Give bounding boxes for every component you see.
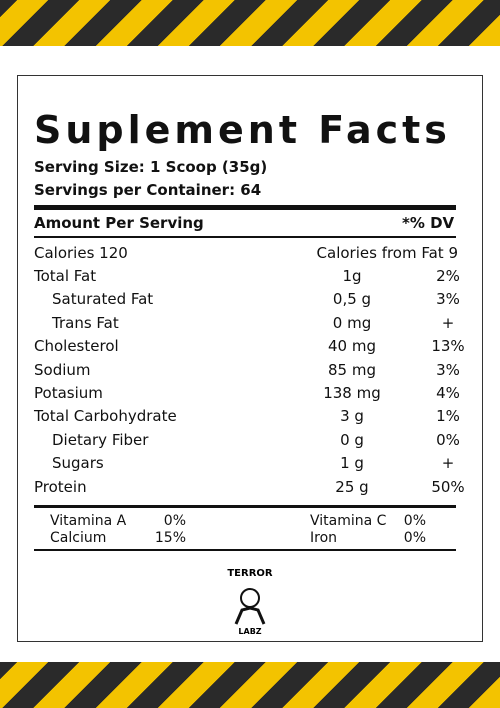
nutrient-name: Sodium [34,360,91,379]
nutrient-dv: + [441,454,455,473]
nutrient-dv: 0% [436,430,460,449]
logo-body [234,606,266,625]
amount-header: Amount Per Serving [34,214,204,232]
nutrient-dv: 13% [431,337,465,356]
vitamin-name: Vitamina A [50,513,127,529]
vitamin-value: 0% [403,513,426,529]
serving-size: Serving Size: 1 Scoop (35g) [34,158,268,176]
nutrient-dv: 50% [431,477,465,496]
nutrient-name: Trans Fat [52,313,119,332]
logo-bottom: LABZ [238,627,261,636]
vitamin-value: 0% [163,513,186,529]
nutrient-dv: 3% [436,290,460,309]
nutrient-name: Potasium [34,384,103,402]
logo-top: TERROR [227,568,273,579]
vitamin-name: Calcium [50,530,107,546]
vitamin-value: 15% [154,530,186,546]
vitamin-name: Iron [310,530,338,546]
nutrient-dv: 3% [436,360,460,379]
vitamin-value: 0% [403,530,426,546]
nutrient-amount: 3 g [340,407,364,426]
nutrient-name: Cholesterol [34,337,119,356]
rule [34,549,456,551]
nutrient-name: Dietary Fiber [52,430,149,449]
nutrient-amount: 40 mg [328,337,376,356]
nutrient-amount: 0 g [340,430,364,449]
title: Suplement Facts [34,108,451,152]
nutrient-dv: 1% [436,407,460,426]
logo: TERROR LABZ [227,568,273,636]
nutrient-amount: 1 g [340,454,364,473]
nutrient-amount: 138 mg [323,384,381,402]
nutrient-name: Total Fat [34,267,97,285]
nutrient-amount: 0,5 g [332,290,372,309]
servings-per-container: Servings per Container: 64 [34,181,262,199]
hazard-stripe [0,662,500,708]
thick-rule [34,205,456,210]
nutrient-name: Saturated Fat [52,290,154,309]
dv-header: *% DV [402,214,455,232]
logo-head [240,588,260,608]
nutrient-amount: 0 mg [332,313,372,332]
nutrient-name: Protein [34,477,87,496]
rule [34,236,456,238]
nutrient-name: Sugars [52,454,104,473]
nutrient-name: Total Carbohydrate [34,407,177,426]
calories: Calories 120 [34,244,128,262]
calories-from-fat: Calories from Fat 9 [316,244,458,262]
label-box [17,75,483,642]
nutrient-dv: 4% [436,384,460,402]
vitamin-name: Vitamina C [310,513,387,529]
nutrient-amount: 1g [342,267,362,285]
nutrient-dv: 2% [436,267,460,285]
hazard-stripe [0,0,500,46]
nutrient-amount: 85 mg [328,360,376,379]
nutrient-amount: 25 g [335,477,369,496]
nutrient-dv: + [441,313,455,332]
thick-rule [34,505,456,508]
